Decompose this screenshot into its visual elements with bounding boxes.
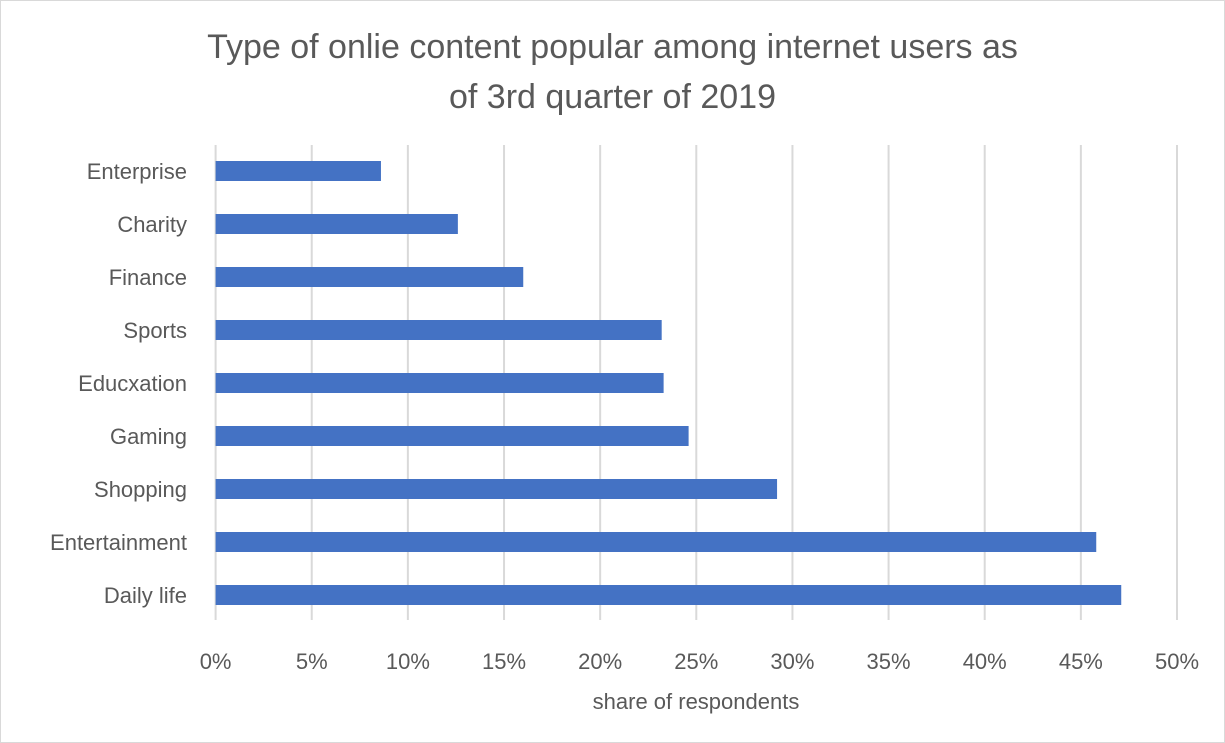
bar-entertainment — [215, 532, 1097, 552]
chart-title-line-1: Type of onlie content popular among inte… — [207, 28, 1018, 66]
bar-finance — [215, 267, 524, 287]
y-category-label: Enterprise — [87, 159, 187, 184]
x-tick-label: 25% — [674, 649, 718, 674]
x-tick-label: 35% — [867, 649, 911, 674]
x-axis-label: share of respondents — [593, 689, 800, 714]
y-category-label: Gaming — [110, 424, 187, 449]
bar-daily-life — [215, 585, 1122, 605]
y-category-label: Finance — [109, 265, 187, 290]
x-tick-label: 40% — [963, 649, 1007, 674]
y-category-label: Shopping — [94, 477, 187, 502]
bar-shopping — [215, 479, 778, 499]
x-tick-label: 15% — [482, 649, 526, 674]
x-tick-label: 45% — [1059, 649, 1103, 674]
bar-gaming — [215, 426, 689, 446]
bar-educxation — [215, 373, 664, 393]
bar-sports — [215, 320, 662, 340]
bar-enterprise — [215, 161, 381, 181]
x-tick-label: 5% — [296, 649, 328, 674]
y-category-label: Sports — [123, 318, 187, 343]
x-tick-label: 10% — [386, 649, 430, 674]
bar-charity — [215, 214, 458, 234]
x-tick-label: 0% — [200, 649, 232, 674]
y-category-label: Charity — [117, 212, 187, 237]
x-tick-label: 20% — [578, 649, 622, 674]
y-category-label: Educxation — [78, 371, 187, 396]
chart-title: Type of onlie content popular among inte… — [0, 22, 1225, 122]
y-category-label: Daily life — [104, 583, 187, 608]
x-tick-label: 30% — [770, 649, 814, 674]
y-category-label: Entertainment — [50, 530, 187, 555]
x-tick-label: 50% — [1155, 649, 1199, 674]
chart-title-line-2: of 3rd quarter of 2019 — [448, 78, 776, 116]
